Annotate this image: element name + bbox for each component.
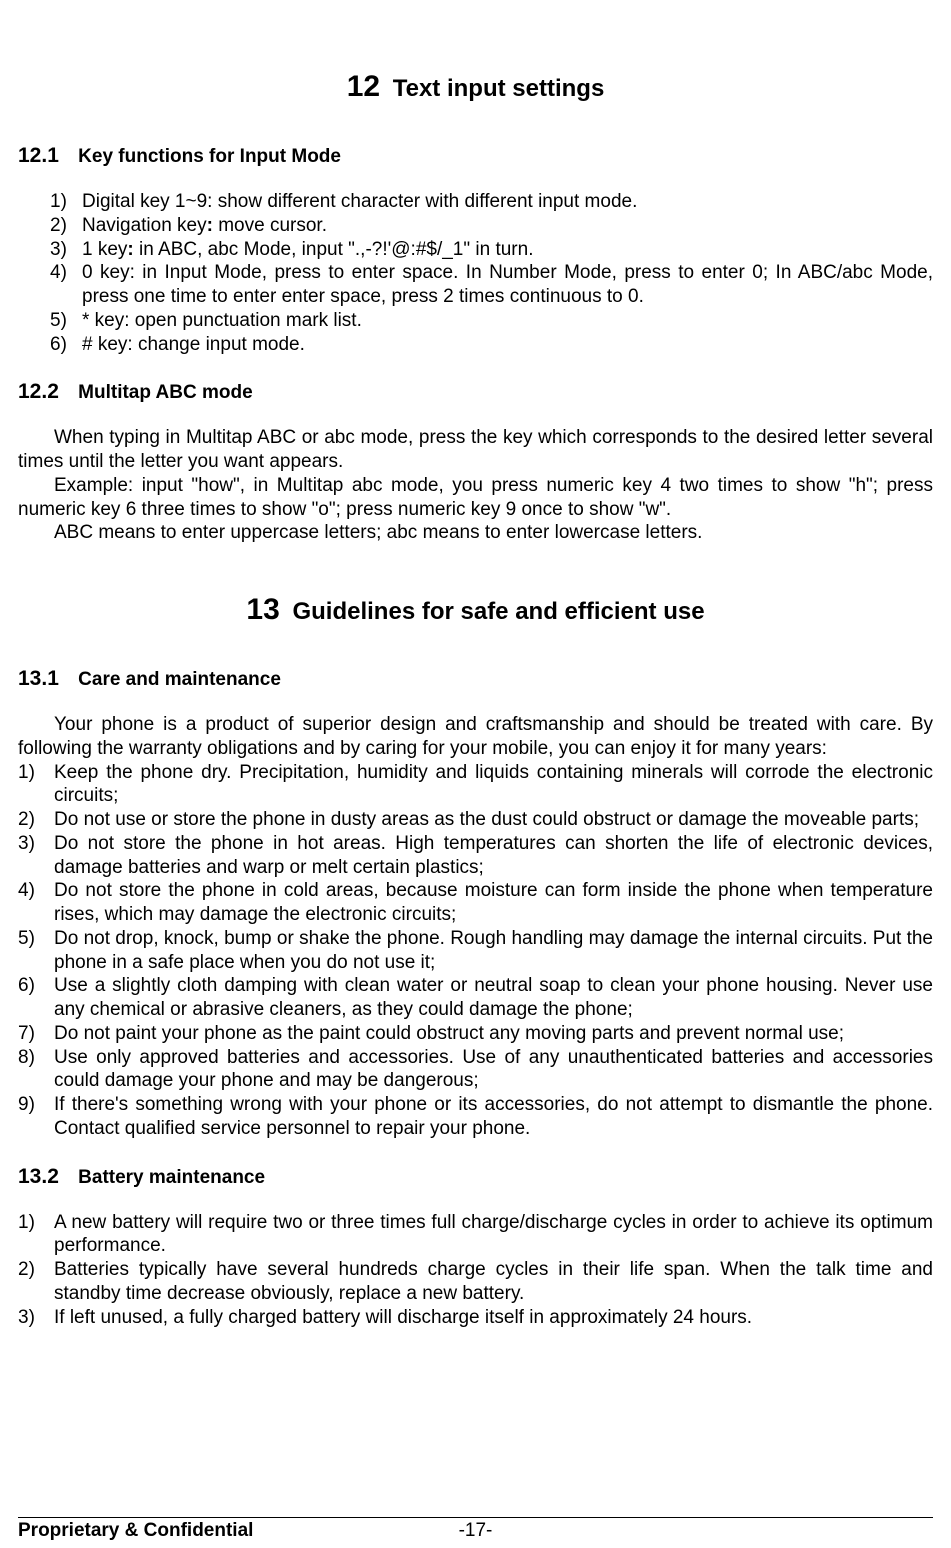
list-item: 4) 0 key: in Input Mode, press to enter … (50, 261, 933, 309)
list-body: Do not drop, knock, bump or shake the ph… (52, 927, 933, 975)
list-body: 1 key: in ABC, abc Mode, input ".,-?!'@:… (80, 238, 933, 262)
paragraph: Example: input "how", in Multitap abc mo… (18, 474, 933, 522)
list-item: 9) If there's something wrong with your … (18, 1093, 933, 1141)
list-item: 7) Do not paint your phone as the paint … (18, 1022, 933, 1046)
list-body: Do not store the phone in cold areas, be… (52, 879, 933, 927)
list-body: Do not paint your phone as the paint cou… (52, 1022, 933, 1046)
footer-left: Proprietary & Confidential (18, 1520, 323, 1542)
list-marker: 6) (18, 974, 52, 1022)
paragraph: ABC means to enter uppercase letters; ab… (18, 521, 933, 545)
section-13-2-number: 13.2 (18, 1165, 59, 1188)
list-item: 1) Digital key 1~9: show different chara… (50, 190, 933, 214)
list-item: 4) Do not store the phone in cold areas,… (18, 879, 933, 927)
section-13-1-number: 13.1 (18, 667, 59, 690)
section-12-2-title: Multitap ABC mode (78, 382, 253, 403)
list-marker: 2) (18, 1258, 52, 1306)
list-marker: 5) (50, 309, 80, 333)
list-item: 6) # key: change input mode. (50, 333, 933, 357)
chapter-13-number: 13 (246, 593, 279, 626)
list-marker: 2) (18, 808, 52, 832)
list-marker: 5) (18, 927, 52, 975)
section-13-1-heading: 13.1 Care and maintenance (18, 667, 933, 691)
section-13-1-list: 1) Keep the phone dry. Precipitation, hu… (18, 761, 933, 1141)
section-12-2-number: 12.2 (18, 380, 59, 403)
list-marker: 8) (18, 1046, 52, 1094)
text: move cursor. (213, 215, 327, 236)
list-marker: 9) (18, 1093, 52, 1141)
list-body: Do not store the phone in hot areas. Hig… (52, 832, 933, 880)
list-body: * key: open punctuation mark list. (80, 309, 933, 333)
list-body: # key: change input mode. (80, 333, 933, 357)
text: in ABC, abc Mode, input ".,-?!'@:#$/_1" … (134, 239, 534, 260)
list-item: 8) Use only approved batteries and acces… (18, 1046, 933, 1094)
list-body: Do not use or store the phone in dusty a… (52, 808, 933, 832)
chapter-12-title-text: Text input settings (393, 75, 605, 102)
section-12-1-title: Key functions for Input Mode (78, 146, 341, 167)
list-marker: 4) (18, 879, 52, 927)
list-body: Use only approved batteries and accessor… (52, 1046, 933, 1094)
list-item: 2) Navigation key: move cursor. (50, 214, 933, 238)
paragraph: Your phone is a product of superior desi… (18, 713, 933, 761)
chapter-13-title: 13 Guidelines for safe and efficient use (18, 593, 933, 627)
list-item: 3) Do not store the phone in hot areas. … (18, 832, 933, 880)
list-marker: 3) (50, 238, 80, 262)
text: 1 key (82, 239, 127, 260)
list-body: Use a slightly cloth damping with clean … (52, 974, 933, 1022)
list-marker: 1) (50, 190, 80, 214)
section-13-1-title: Care and maintenance (78, 669, 281, 690)
list-item: 5) Do not drop, knock, bump or shake the… (18, 927, 933, 975)
list-marker: 3) (18, 1306, 52, 1330)
list-marker: 1) (18, 761, 52, 809)
list-body: 0 key: in Input Mode, press to enter spa… (80, 261, 933, 309)
list-body: Navigation key: move cursor. (80, 214, 933, 238)
list-item: 1) Keep the phone dry. Precipitation, hu… (18, 761, 933, 809)
list-body: A new battery will require two or three … (52, 1211, 933, 1259)
list-marker: 1) (18, 1211, 52, 1259)
page: 12 Text input settings 12.1 Key function… (0, 0, 951, 1548)
chapter-12-number: 12 (347, 70, 380, 103)
list-body: Keep the phone dry. Precipitation, humid… (52, 761, 933, 809)
list-marker: 6) (50, 333, 80, 357)
chapter-12-title: 12 Text input settings (18, 70, 933, 104)
footer-right (628, 1520, 933, 1542)
footer-row: Proprietary & Confidential -17- (18, 1520, 933, 1542)
section-12-1-number: 12.1 (18, 144, 59, 167)
list-body: If left unused, a fully charged battery … (52, 1306, 933, 1330)
section-13-2-heading: 13.2 Battery maintenance (18, 1165, 933, 1189)
list-marker: 7) (18, 1022, 52, 1046)
list-marker: 3) (18, 832, 52, 880)
list-item: 2) Batteries typically have several hund… (18, 1258, 933, 1306)
section-12-1-list: 1) Digital key 1~9: show different chara… (18, 190, 933, 356)
page-footer: Proprietary & Confidential -17- (18, 1517, 933, 1542)
text: Navigation key (82, 215, 207, 236)
list-marker: 2) (50, 214, 80, 238)
section-12-2-heading: 12.2 Multitap ABC mode (18, 380, 933, 404)
list-item: 3) If left unused, a fully charged batte… (18, 1306, 933, 1330)
section-13-2-list: 1) A new battery will require two or thr… (18, 1211, 933, 1330)
list-item: 6) Use a slightly cloth damping with cle… (18, 974, 933, 1022)
list-item: 2) Do not use or store the phone in dust… (18, 808, 933, 832)
section-12-1-heading: 12.1 Key functions for Input Mode (18, 144, 933, 168)
list-item: 5) * key: open punctuation mark list. (50, 309, 933, 333)
list-body: Batteries typically have several hundred… (52, 1258, 933, 1306)
list-marker: 4) (50, 261, 80, 309)
paragraph: When typing in Multitap ABC or abc mode,… (18, 426, 933, 474)
list-body: If there's something wrong with your pho… (52, 1093, 933, 1141)
list-body: Digital key 1~9: show different characte… (80, 190, 933, 214)
section-13-2-title: Battery maintenance (78, 1167, 265, 1188)
list-item: 1) A new battery will require two or thr… (18, 1211, 933, 1259)
footer-page-number: -17- (323, 1520, 628, 1542)
chapter-13-title-text: Guidelines for safe and efficient use (292, 598, 704, 625)
list-item: 3) 1 key: in ABC, abc Mode, input ".,-?!… (50, 238, 933, 262)
